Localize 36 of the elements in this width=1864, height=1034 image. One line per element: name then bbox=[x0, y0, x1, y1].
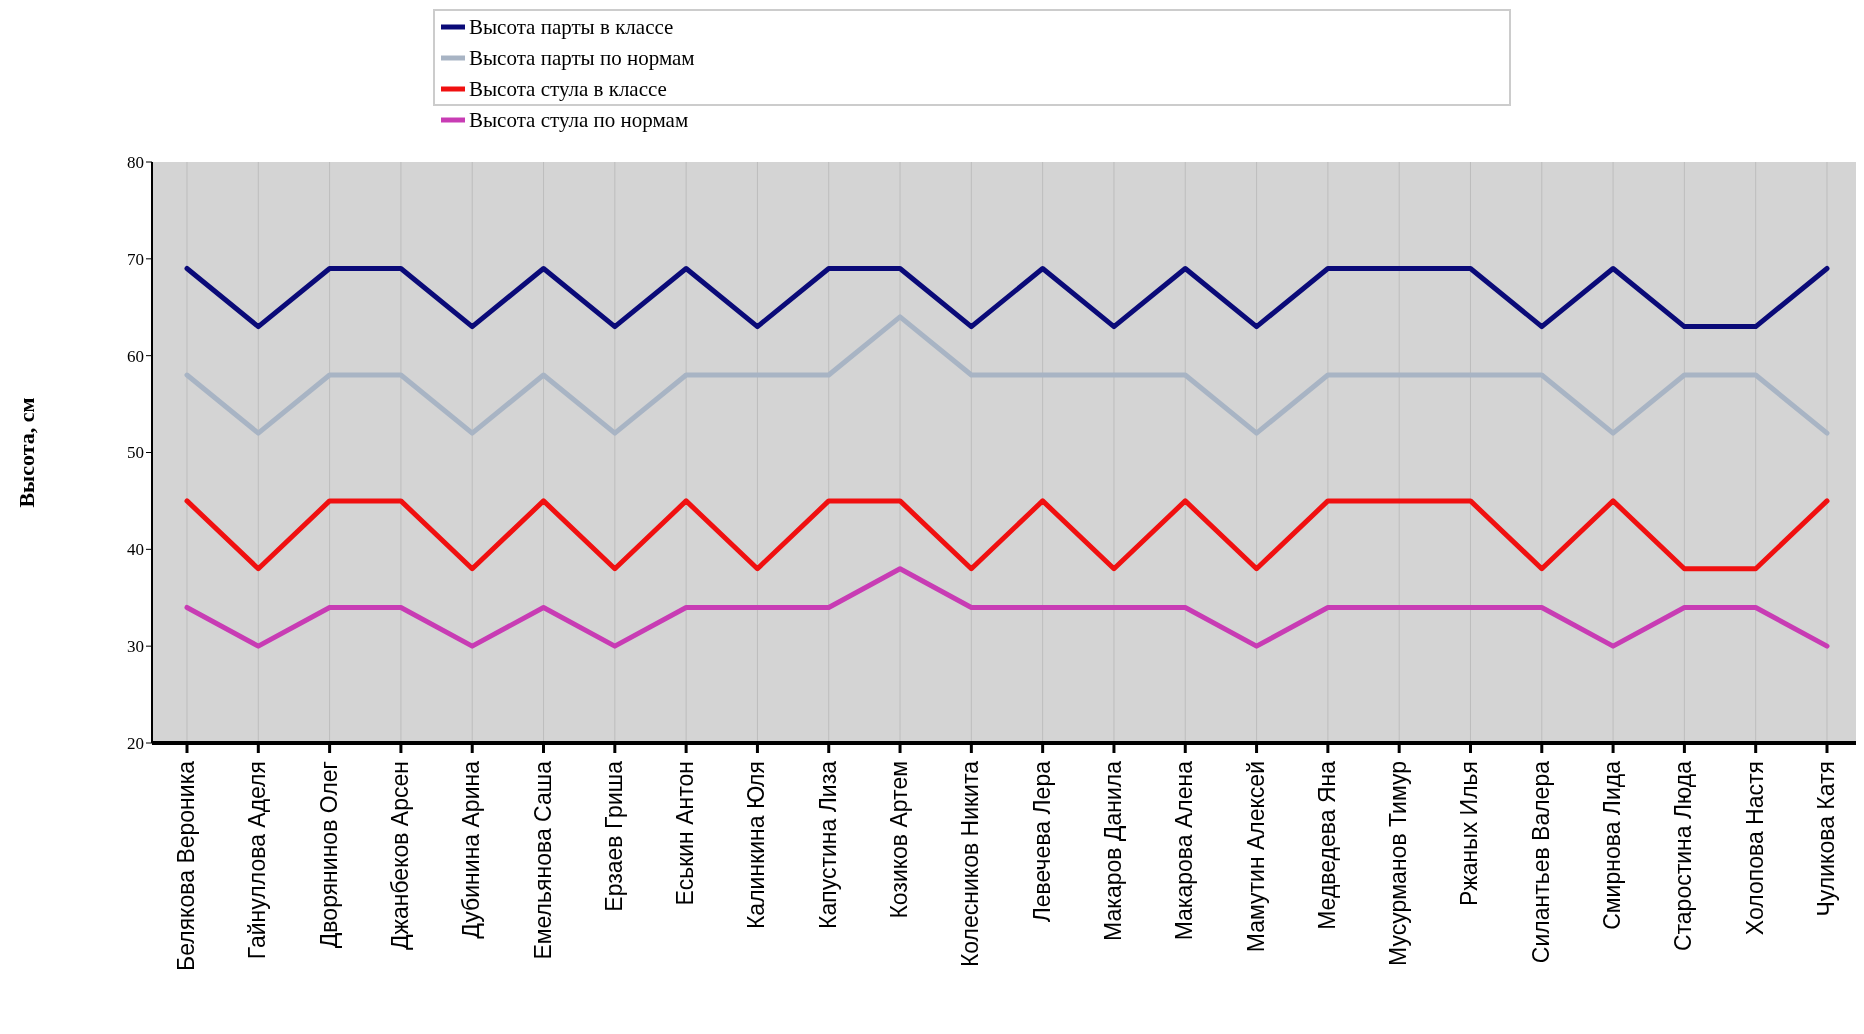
y-tick-label: 40 bbox=[127, 540, 144, 560]
x-tick-label: Дворянинов Олег bbox=[315, 761, 342, 949]
x-tick-label: Ерзаев Гриша bbox=[600, 760, 627, 912]
y-tick-label: 70 bbox=[127, 249, 144, 269]
x-tick-label: Емельянова Саша bbox=[529, 760, 556, 960]
x-tick-label: Макаров Данила bbox=[1099, 760, 1126, 941]
legend-label: Высота парты по нормам bbox=[469, 46, 695, 71]
x-tick-label: Капустина Лиза bbox=[814, 760, 841, 929]
x-tick-label: Калинкина Юля bbox=[743, 761, 770, 930]
x-tick-label: Силантьев Валера bbox=[1527, 760, 1554, 964]
x-tick-label: Мусурманов Тимур bbox=[1385, 761, 1412, 966]
x-tick-label: Чуликова Катя bbox=[1813, 761, 1839, 917]
x-tick-label: Гайнуллова Аделя bbox=[244, 761, 271, 960]
x-tick-label: Смирнова Лида bbox=[1599, 760, 1626, 930]
legend-label: Высота парты в классе bbox=[469, 15, 674, 40]
legend-label: Высота стула в классе bbox=[469, 77, 667, 102]
x-tick-label: Ржаных Илья bbox=[1456, 761, 1483, 907]
y-axis-title: Высота, см bbox=[14, 397, 39, 508]
x-tick-label: Дубинина Арина bbox=[458, 760, 485, 939]
y-tick-label: 60 bbox=[127, 346, 144, 366]
x-tick-label: Макарова Алена bbox=[1171, 760, 1198, 941]
x-tick-label: Медведева Яна bbox=[1313, 760, 1340, 930]
x-tick-label: Козиков Артем bbox=[886, 761, 913, 919]
y-tick-label: 20 bbox=[127, 733, 144, 753]
x-tick-label: Старостина Люда bbox=[1670, 760, 1697, 952]
legend-label: Высота стула по нормам bbox=[469, 108, 689, 133]
x-tick-label: Холопова Настя bbox=[1741, 761, 1768, 936]
x-tick-label: Левечева Лера bbox=[1028, 760, 1055, 923]
x-tick-label: Джанбеков Арсен bbox=[386, 761, 413, 951]
x-tick-label: Белякова Вероника bbox=[173, 760, 199, 971]
x-tick-label: Колесников Никита bbox=[957, 760, 984, 968]
x-tick-label: Мамутин Алексей bbox=[1242, 761, 1269, 953]
x-tick-label: Еськин Антон bbox=[672, 761, 699, 906]
y-tick-label: 80 bbox=[127, 152, 144, 172]
y-tick-label: 50 bbox=[127, 443, 144, 463]
y-tick-label: 30 bbox=[127, 637, 144, 657]
